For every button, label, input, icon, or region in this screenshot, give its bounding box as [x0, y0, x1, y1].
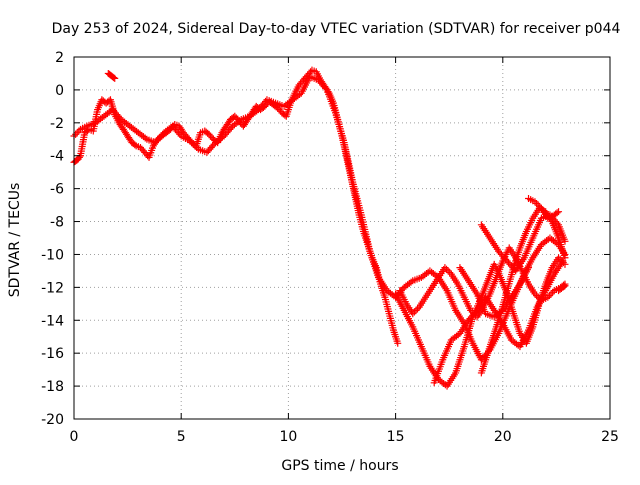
x-tick-label: 10 [279, 429, 297, 445]
x-tick-label: 15 [387, 429, 405, 445]
y-axis-label: SDTVAR / TECUs [7, 183, 23, 298]
data-point [472, 308, 480, 316]
data-point [394, 339, 402, 347]
data-point [497, 308, 505, 316]
data-point [187, 139, 195, 147]
data-point [454, 331, 462, 339]
data-point [193, 144, 201, 151]
data-series [525, 195, 563, 222]
data-point [227, 124, 235, 132]
chart-title: Day 253 of 2024, Sidereal Day-to-day VTE… [52, 21, 621, 37]
data-point [412, 306, 420, 314]
data-point [446, 269, 454, 277]
data-point [553, 219, 561, 227]
data-point [443, 265, 451, 273]
data-point [444, 267, 452, 275]
data-point [561, 237, 569, 245]
data-point [73, 129, 81, 137]
data-point [533, 199, 541, 207]
data-point [141, 134, 149, 142]
data-point [410, 308, 418, 316]
y-tick-label: 0 [55, 83, 64, 99]
data-point [75, 153, 83, 161]
data-point [110, 74, 118, 82]
data-point [159, 130, 167, 138]
data-point [561, 282, 569, 290]
y-tick-label: -8 [50, 215, 64, 231]
data-point [525, 264, 533, 272]
plot-frame [73, 56, 611, 420]
data-point [560, 283, 568, 291]
y-tick-label: -18 [41, 379, 64, 395]
data-point [407, 278, 415, 286]
x-tick-label: 25 [601, 429, 619, 445]
data-series [104, 69, 119, 82]
x-axis-label: GPS time / hours [281, 458, 398, 474]
y-tick-labels: 2 0 -2 -4 -6 -8 -10 -12 -14 -16 -18 -20 [41, 50, 64, 428]
data-point [545, 292, 553, 300]
data-point [531, 198, 539, 206]
data-point [555, 208, 563, 216]
grid [74, 57, 610, 419]
data-point [253, 107, 261, 115]
data-point [414, 305, 422, 313]
data-series [456, 264, 533, 321]
data-point [189, 140, 197, 148]
data-point [322, 84, 330, 92]
y-tick-label: 2 [55, 50, 64, 66]
y-tick-label: -4 [50, 149, 64, 165]
data-point [131, 141, 139, 149]
y-tick-label: -14 [41, 313, 64, 329]
x-tick-label: 20 [494, 429, 512, 445]
data-series [392, 254, 569, 390]
data-points [70, 66, 569, 390]
data-point [549, 288, 557, 296]
data-series [70, 66, 402, 347]
y-tick-label: -20 [41, 412, 64, 428]
data-point [236, 117, 244, 125]
data-point [409, 310, 417, 318]
data-point [210, 140, 218, 148]
axis-ticks [73, 56, 611, 420]
y-tick-label: -10 [41, 247, 64, 263]
data-point [561, 254, 569, 262]
data-point [75, 127, 83, 135]
data-point [536, 203, 544, 211]
y-tick-label: -12 [41, 280, 64, 296]
data-point [441, 264, 449, 272]
data-series [430, 257, 567, 387]
data-series [555, 282, 569, 295]
data-point [218, 133, 226, 141]
x-tick-label: 0 [70, 429, 79, 445]
y-tick-label: -6 [50, 182, 64, 198]
x-tick-labels: 0 5 10 15 20 25 [70, 429, 619, 445]
data-point [531, 290, 539, 298]
data-point [116, 114, 124, 122]
data-point [111, 74, 119, 82]
data-point [72, 130, 80, 138]
data-point [553, 209, 561, 217]
data-point [547, 290, 555, 298]
x-tick-label: 5 [177, 429, 186, 445]
data-point [555, 254, 563, 262]
data-point [186, 137, 194, 145]
y-tick-label: -2 [50, 116, 64, 132]
data-point [176, 130, 184, 138]
data-point [191, 142, 199, 150]
data-point [534, 201, 542, 209]
y-tick-label: -16 [41, 346, 64, 362]
